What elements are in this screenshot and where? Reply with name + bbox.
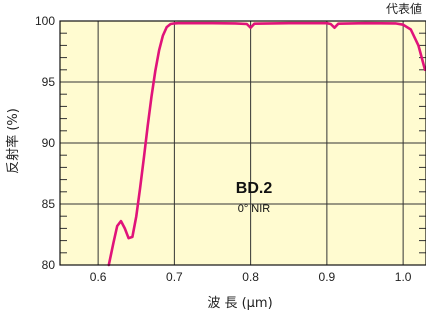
y-axis-title: 反射率 (%) (5, 108, 21, 174)
x-tick-label: 0.7 (166, 270, 183, 284)
x-tick-label: 1.0 (395, 270, 412, 284)
y-tick-label: 95 (42, 75, 56, 89)
y-tick-label: 80 (42, 258, 56, 272)
annotation: BD.2 0° NIR (236, 180, 273, 215)
y-tick-labels: 80 85 90 95 100 (35, 14, 55, 272)
y-tick-label: 85 (42, 197, 56, 211)
x-tick-label: 0.6 (90, 270, 107, 284)
x-axis-title: 波 長 (μm) (207, 296, 272, 311)
annotation-title: BD.2 (236, 180, 273, 197)
y-tick-label: 100 (35, 14, 55, 28)
corner-note: 代表値 (386, 1, 422, 16)
plot-frame (59, 20, 426, 266)
grid (60, 21, 426, 265)
x-tick-label: 0.9 (319, 270, 336, 284)
x-tick-labels: 0.6 0.7 0.8 0.9 1.0 (90, 270, 412, 284)
y-tick-label: 90 (42, 136, 56, 150)
x-tick-label: 0.8 (242, 270, 259, 284)
annotation-subtitle: 0° NIR (238, 203, 271, 215)
y-minor-ticks (60, 32, 426, 254)
series-line (107, 21, 426, 267)
